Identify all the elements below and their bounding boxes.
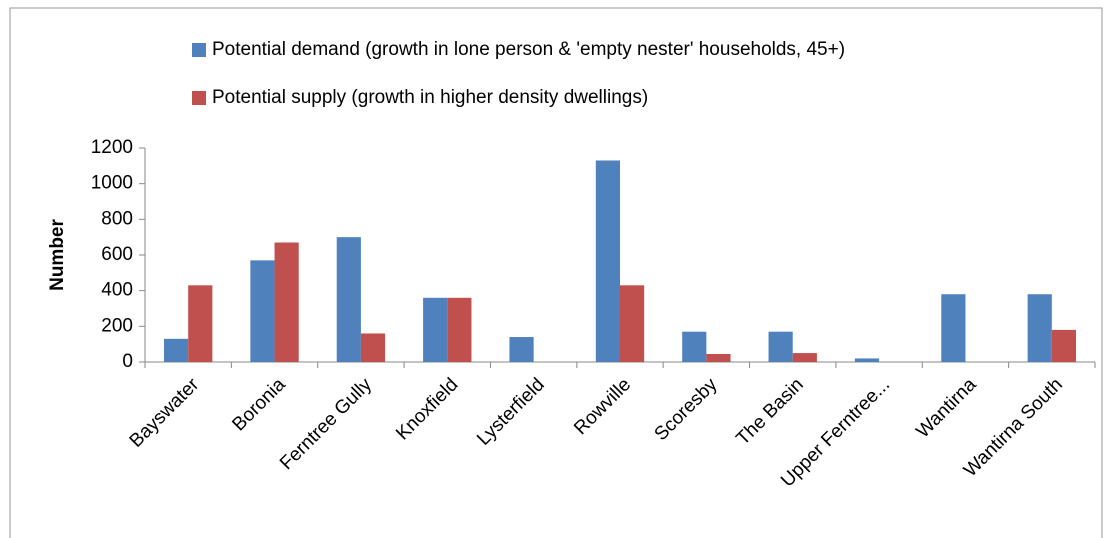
bar (423, 297, 448, 362)
legend-swatch (192, 43, 206, 57)
bar (854, 358, 880, 362)
bar (509, 337, 534, 362)
y-tick-label: 1000 (91, 173, 133, 194)
bar (164, 338, 189, 362)
bar (250, 260, 275, 362)
bar (768, 331, 793, 362)
bar (274, 242, 299, 362)
bar (620, 285, 645, 362)
y-tick-label: 600 (101, 244, 133, 265)
bar (336, 237, 361, 362)
bar (1051, 329, 1076, 362)
bar (792, 353, 817, 362)
bar (941, 294, 966, 362)
legend-label: Potential demand (growth in lone person … (212, 39, 845, 60)
y-tick-label: 400 (101, 280, 133, 301)
bar (682, 331, 707, 362)
legend-swatch (192, 91, 206, 105)
y-tick-label: 800 (101, 208, 133, 229)
bar (706, 353, 731, 362)
bar (447, 297, 472, 362)
bar (360, 333, 386, 362)
y-axis-label: Number (47, 219, 68, 291)
y-tick-label: 1200 (91, 137, 133, 158)
y-tick-label: 200 (101, 315, 133, 336)
bar (595, 160, 620, 362)
legend-label: Potential supply (growth in higher densi… (212, 87, 648, 108)
y-tick-label: 0 (122, 351, 133, 372)
bar (188, 285, 213, 362)
bar (1027, 294, 1052, 362)
